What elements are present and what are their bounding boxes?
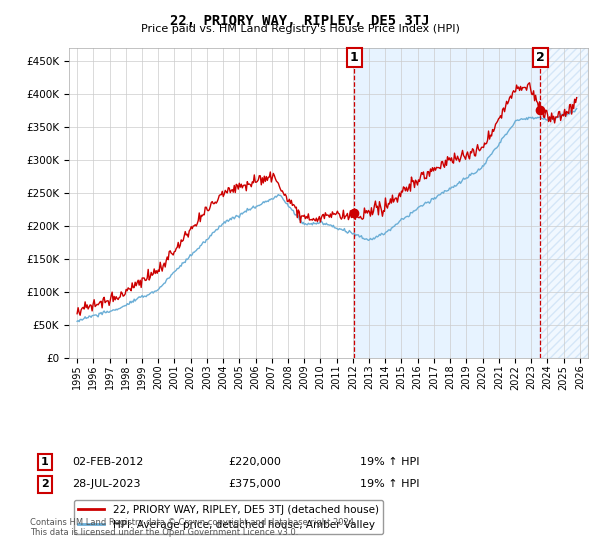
Text: 2: 2	[41, 479, 49, 489]
Text: £220,000: £220,000	[228, 457, 281, 467]
Text: 28-JUL-2023: 28-JUL-2023	[72, 479, 140, 489]
Text: 19% ↑ HPI: 19% ↑ HPI	[360, 457, 419, 467]
Bar	[541, 48, 588, 358]
Legend: 22, PRIORY WAY, RIPLEY, DE5 3TJ (detached house), HPI: Average price, detached h: 22, PRIORY WAY, RIPLEY, DE5 3TJ (detache…	[74, 501, 383, 534]
Text: Price paid vs. HM Land Registry's House Price Index (HPI): Price paid vs. HM Land Registry's House …	[140, 24, 460, 34]
Text: 19% ↑ HPI: 19% ↑ HPI	[360, 479, 419, 489]
Text: 02-FEB-2012: 02-FEB-2012	[72, 457, 143, 467]
Text: 1: 1	[41, 457, 49, 467]
Text: 2: 2	[536, 51, 545, 64]
Text: 22, PRIORY WAY, RIPLEY, DE5 3TJ: 22, PRIORY WAY, RIPLEY, DE5 3TJ	[170, 14, 430, 28]
Text: 1: 1	[350, 51, 359, 64]
Text: Contains HM Land Registry data © Crown copyright and database right 2024.
This d: Contains HM Land Registry data © Crown c…	[30, 518, 356, 538]
Text: £375,000: £375,000	[228, 479, 281, 489]
Bar	[354, 48, 541, 358]
